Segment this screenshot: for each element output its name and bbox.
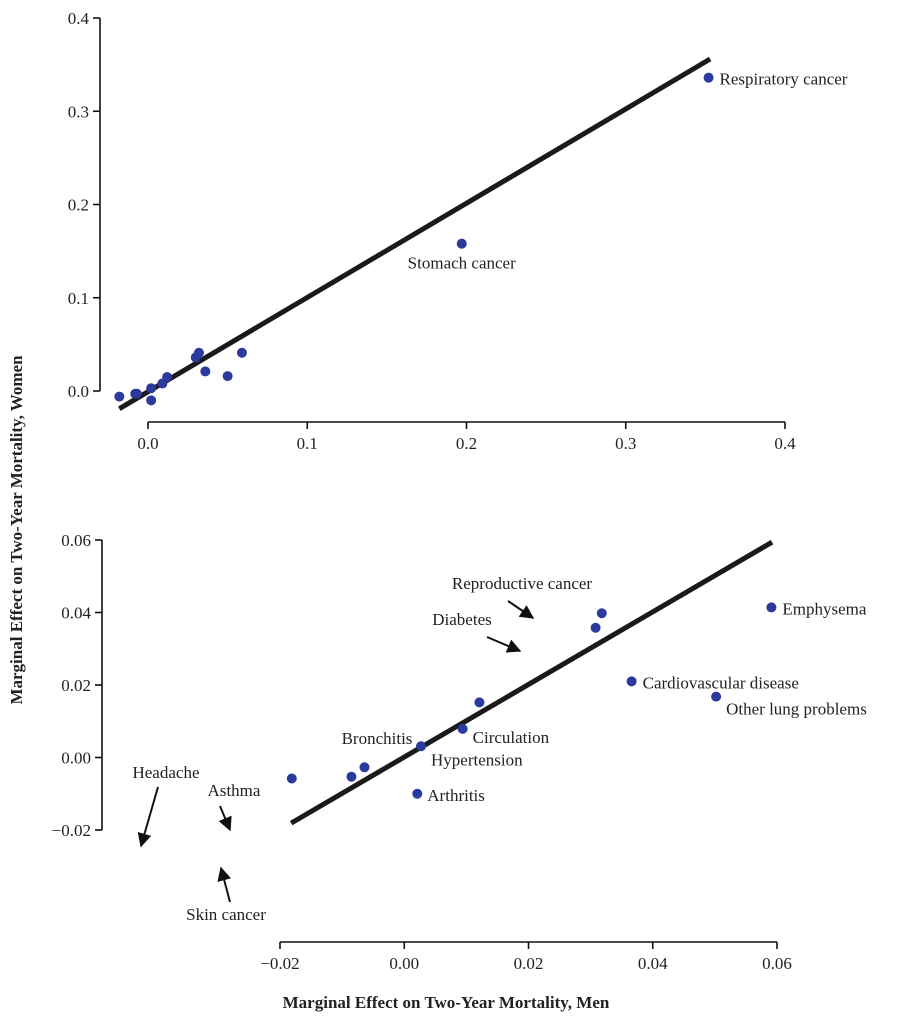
point-label: Skin cancer bbox=[186, 905, 266, 924]
data-point bbox=[766, 602, 777, 613]
data-point bbox=[193, 347, 204, 358]
data-point bbox=[456, 238, 467, 249]
point-label: Respiratory cancer bbox=[720, 70, 848, 89]
x-tick-label: −0.02 bbox=[260, 954, 299, 973]
annotation-arrow bbox=[137, 786, 159, 848]
x-tick-label: 0.4 bbox=[774, 434, 796, 453]
y-tick-label: 0.0 bbox=[68, 382, 89, 401]
data-point bbox=[590, 622, 601, 633]
lower-scatter-panel: −0.02 0.00 0.02 0.04 0.06 −0.02 0.00 0.02 0.04 0.… bbox=[52, 531, 867, 973]
data-point bbox=[359, 762, 370, 773]
data-point bbox=[474, 697, 485, 708]
y-tick-label: 0.00 bbox=[61, 749, 91, 768]
data-point bbox=[412, 788, 423, 799]
y-axis-title: Marginal Effect on Two-Year Mortality, W… bbox=[7, 355, 26, 705]
x-tick-label: 0.0 bbox=[137, 434, 158, 453]
annotation-arrow bbox=[507, 600, 535, 619]
x-tick-label: 0.04 bbox=[638, 954, 668, 973]
x-axis-title: Marginal Effect on Two-Year Mortality, M… bbox=[283, 993, 610, 1012]
data-point bbox=[162, 372, 173, 383]
x-tick-label: 0.00 bbox=[389, 954, 419, 973]
data-point bbox=[222, 371, 233, 382]
point-label: Hypertension bbox=[431, 750, 523, 769]
annotation-arrow bbox=[218, 805, 232, 832]
point-label: Cardiovascular disease bbox=[643, 673, 799, 692]
data-point bbox=[114, 391, 125, 402]
data-point bbox=[236, 347, 247, 358]
point-label: Diabetes bbox=[432, 610, 491, 629]
x-tick-label: 0.06 bbox=[762, 954, 792, 973]
y-tick-label: 0.1 bbox=[68, 289, 89, 308]
data-point bbox=[146, 383, 157, 394]
y-tick-label: −0.02 bbox=[52, 821, 91, 840]
annotation-arrow bbox=[217, 866, 231, 903]
upper-scatter-panel: 0.0 0.1 0.2 0.3 0.4 0.0 0.1 0.2 0.3 0.4 Respirator… bbox=[68, 9, 848, 453]
data-point bbox=[286, 773, 297, 784]
fit-line bbox=[289, 540, 774, 826]
point-label: Emphysema bbox=[782, 599, 866, 618]
point-label: Reproductive cancer bbox=[452, 574, 593, 593]
data-point bbox=[596, 608, 607, 619]
y-tick-label: 0.4 bbox=[68, 9, 90, 28]
y-tick-label: 0.02 bbox=[61, 676, 91, 695]
data-point bbox=[457, 723, 468, 734]
data-point bbox=[711, 691, 722, 702]
y-tick-label: 0.2 bbox=[68, 196, 89, 215]
x-tick-label: 0.3 bbox=[615, 434, 636, 453]
point-label: Stomach cancer bbox=[408, 254, 516, 273]
data-point bbox=[703, 72, 714, 83]
x-tick-label: 0.1 bbox=[297, 434, 318, 453]
data-point bbox=[626, 676, 637, 687]
data-point bbox=[346, 771, 357, 782]
point-label: Other lung problems bbox=[726, 700, 867, 719]
fit-line bbox=[118, 56, 712, 411]
data-point bbox=[131, 388, 142, 399]
point-label: Headache bbox=[132, 763, 199, 782]
data-point bbox=[146, 395, 157, 406]
y-tick-label: 0.06 bbox=[61, 531, 91, 550]
point-label: Circulation bbox=[473, 728, 550, 747]
x-tick-label: 0.2 bbox=[456, 434, 477, 453]
data-point bbox=[200, 366, 211, 377]
point-label: Asthma bbox=[208, 781, 261, 800]
point-label: Arthritis bbox=[427, 786, 485, 805]
annotation-arrow bbox=[486, 636, 522, 653]
y-tick-label: 0.04 bbox=[61, 604, 91, 623]
y-tick-label: 0.3 bbox=[68, 102, 89, 121]
point-label: Bronchitis bbox=[342, 729, 413, 748]
data-point bbox=[416, 741, 427, 752]
x-tick-label: 0.02 bbox=[514, 954, 544, 973]
